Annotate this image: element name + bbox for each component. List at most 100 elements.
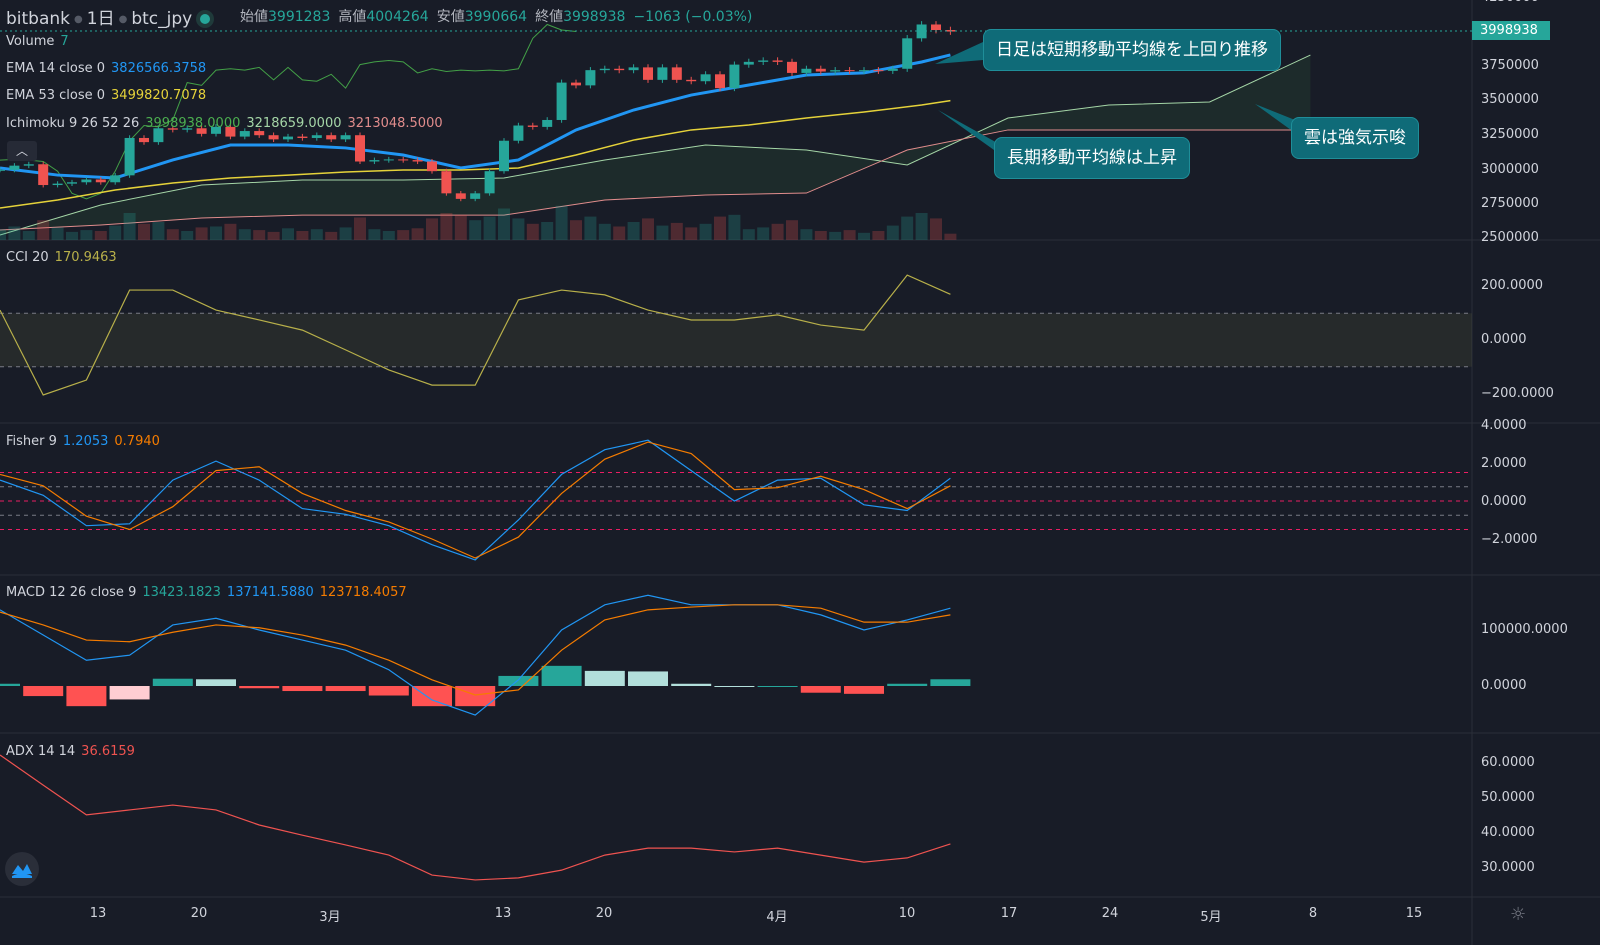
volume-bar <box>570 220 582 240</box>
annotation-short-ema[interactable]: 日足は短期移動平均線を上回り推移 <box>983 29 1281 71</box>
candle-body <box>139 137 149 143</box>
volume-bar <box>440 213 453 240</box>
candle-body <box>729 64 740 89</box>
candle-body <box>225 126 236 137</box>
price-axis-label: 3750000 <box>1481 58 1539 73</box>
collapse-legend-button[interactable]: ︿ <box>7 141 37 161</box>
macd-histogram-bar <box>239 686 280 689</box>
volume-bar <box>325 231 338 240</box>
volume-bar <box>829 231 842 240</box>
volume-bar <box>656 225 669 240</box>
candle-body <box>599 68 610 71</box>
candle-body <box>455 193 466 199</box>
legend-value: 3218659.0000 <box>246 116 342 131</box>
candle-body <box>211 126 221 134</box>
current-price-tag: 3998938 <box>1472 21 1550 40</box>
legend-ichimoku[interactable]: Ichimoku 9 26 52 26 3998938.0000 3218659.0… <box>6 116 449 131</box>
volume-bar <box>714 216 726 240</box>
volume-bar <box>886 225 899 240</box>
volume-bar <box>541 222 554 240</box>
fisher-trigger-line <box>0 441 951 559</box>
volume-bar <box>454 214 467 240</box>
macd-histogram-bar <box>23 686 64 697</box>
volume-bar <box>181 231 194 240</box>
volume-bar <box>584 216 597 240</box>
price-axis-label: 4250000 <box>1481 0 1539 5</box>
callout-arrow <box>938 110 1010 150</box>
adx-axis-label: 30.0000 <box>1481 860 1535 875</box>
settings-gear-icon[interactable]: ☼ <box>1510 904 1527 925</box>
legend-volume[interactable]: Volume 7 <box>6 34 75 49</box>
candle-body <box>52 183 63 186</box>
volume-bar <box>411 228 424 240</box>
volume-bar <box>872 231 885 240</box>
interval[interactable]: 1日 <box>86 9 115 29</box>
macd-histogram-bar <box>325 686 366 692</box>
fisher-axis-label: 2.0000 <box>1481 456 1527 471</box>
volume-bar <box>613 226 626 240</box>
low-value: 3990664 <box>464 9 528 25</box>
candle-body <box>340 135 351 140</box>
legend-fisher[interactable]: Fisher 9 1.2053 0.7940 <box>6 434 166 449</box>
cci-line <box>0 274 951 396</box>
candle-body <box>23 164 34 166</box>
candle-body <box>499 140 509 172</box>
volume-bar <box>224 223 237 240</box>
legend-ema53[interactable]: EMA 53 close 0 3499820.7078 <box>6 88 212 103</box>
macd-histogram-bar <box>412 686 452 707</box>
time-axis-label: 24 <box>1101 906 1119 921</box>
volume-bar <box>498 208 510 240</box>
annotation-cloud[interactable]: 雲は強気示唆 <box>1291 117 1419 159</box>
volume-bar <box>915 213 928 240</box>
symbol-header[interactable]: bitbank ● 1日 ● btc_jpy <box>6 4 222 29</box>
legend-value: 3998938.0000 <box>145 116 241 131</box>
annotation-long-ema[interactable]: 長期移動平均線は上昇 <box>994 137 1190 179</box>
volume-bar <box>642 218 654 240</box>
tradingview-logo[interactable] <box>5 852 39 886</box>
exchange-name: bitbank <box>6 9 71 29</box>
low-label: 安値 <box>436 9 465 25</box>
macd-histogram-bar <box>0 683 20 686</box>
candle-body <box>758 60 769 62</box>
candle-body <box>254 131 265 136</box>
legend-cci[interactable]: CCI 20 170.9463 <box>6 250 123 265</box>
volume-bar <box>238 229 251 240</box>
fisher-line <box>0 439 951 561</box>
macd-histogram-bar <box>887 683 928 686</box>
cci-band-fill <box>0 313 1472 367</box>
change-value: −1063 (−0.03%) <box>633 9 753 25</box>
legend-name: CCI 20 <box>6 250 49 265</box>
candle-body <box>9 165 20 170</box>
legend-macd[interactable]: MACD 12 26 close 9 13423.1823 137141.5880 1… <box>6 585 413 600</box>
legend-ema14[interactable]: EMA 14 close 0 3826566.3758 <box>6 61 212 76</box>
candle-body <box>887 68 898 71</box>
volume-bar <box>138 223 150 240</box>
volume-bar <box>469 220 482 240</box>
legend-value: 3499820.7078 <box>111 88 207 103</box>
candle-body <box>527 125 538 127</box>
volume-bar <box>22 231 35 240</box>
volume-bar <box>670 222 683 240</box>
macd-histogram-bar <box>109 686 150 700</box>
legend-value: 7 <box>60 34 69 49</box>
chikou-span <box>0 23 577 200</box>
volume-bar <box>94 231 107 240</box>
candle-body <box>556 82 567 120</box>
macd-histogram-bar <box>282 686 323 692</box>
macd-histogram-bar <box>671 683 712 686</box>
legend-adx[interactable]: ADX 14 14 36.6159 <box>6 744 141 759</box>
cci-axis-label: −200.0000 <box>1481 386 1554 401</box>
candle-body <box>614 68 625 71</box>
candle-body <box>383 159 394 161</box>
volume-bar <box>195 227 208 240</box>
candle-body <box>513 125 524 141</box>
volume-bar <box>109 225 122 240</box>
time-axis-label: 20 <box>595 906 613 921</box>
candle-body <box>369 160 380 162</box>
candle-body <box>268 135 279 140</box>
volume-bar <box>80 230 93 240</box>
volume-bar <box>685 227 698 240</box>
candle-body <box>81 179 92 183</box>
volume-bar <box>757 227 770 240</box>
